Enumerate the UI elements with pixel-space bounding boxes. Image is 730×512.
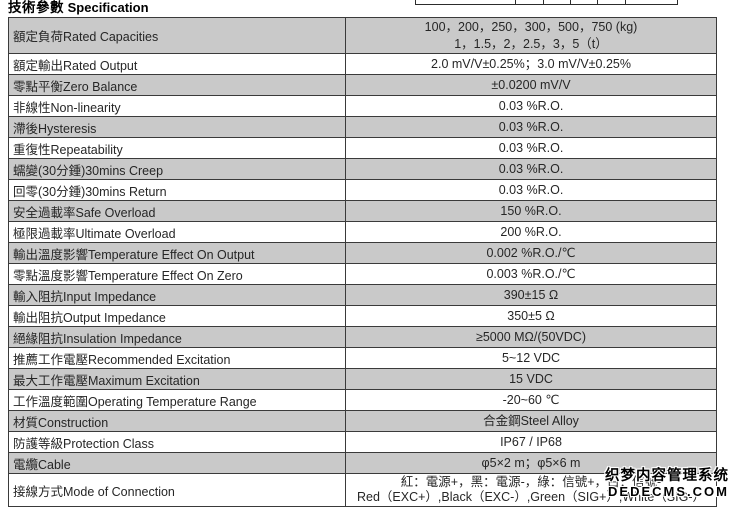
cell-divider [597,0,598,4]
spec-value: ±0.0200 mV/V [345,74,717,96]
spec-label: 安全過載率Safe Overload [8,200,346,222]
table-row: 滯後Hysteresis 0.03 %R.O. [8,116,717,138]
spec-label: 滯後Hysteresis [8,116,346,138]
table-row: 回零(30分鍾)30mins Return 0.03 %R.O. [8,179,717,201]
spec-label: 防護等級Protection Class [8,431,346,453]
spec-value: 0.03 %R.O. [345,116,717,138]
table-row: 推薦工作電壓Recommended Excitation 5~12 VDC [8,347,717,369]
table-row: 額定負荷Rated Capacities 100，200，250，300，500，… [8,17,717,54]
table-row: 極限過載率Ultimate Overload 200 %R.O. [8,221,717,243]
spec-label: 額定負荷Rated Capacities [8,17,346,54]
spec-label: 極限過載率Ultimate Overload [8,221,346,243]
spec-value: 150 %R.O. [345,200,717,222]
spec-value: 0.03 %R.O. [345,179,717,201]
spec-value: 2.0 mV/V±0.25%；3.0 mV/V±0.25% [345,53,717,75]
table-row: 最大工作電壓Maximum Excitation 15 VDC [8,368,717,390]
table-row: 額定輸出Rated Output 2.0 mV/V±0.25%；3.0 mV/V±… [8,53,717,75]
spec-label: 輸入阻抗Input Impedance [8,284,346,306]
spec-value: 0.002 %R.O./℃ [345,242,717,264]
spec-value: 100，200，250，300，500，750 (kg) 1，1.5，2，2.5… [345,17,717,54]
spec-value: 0.03 %R.O. [345,95,717,117]
spec-label: 工作溫度範圍Operating Temperature Range [8,389,346,411]
table-row: 輸入阻抗Input Impedance 390±15 Ω [8,284,717,306]
spec-label: 非線性Non-linearity [8,95,346,117]
watermark-domain: DEDECMS.COM [608,484,729,499]
spec-label: 額定輸出Rated Output [8,53,346,75]
table-row: 輸出阻抗Output Impedance 350±5 Ω [8,305,717,327]
cell-divider [570,0,571,4]
spec-value: -20~60 ℃ [345,389,717,411]
table-row: 工作溫度範圍Operating Temperature Range -20~60 … [8,389,717,411]
table-row: 非線性Non-linearity 0.03 %R.O. [8,95,717,117]
spec-value: φ5×2 m；φ5×6 m [345,452,717,474]
cell-divider [625,0,626,4]
spec-label: 最大工作電壓Maximum Excitation [8,368,346,390]
spec-label: 零點溫度影響Temperature Effect On Zero [8,263,346,285]
spec-label: 輸出阻抗Output Impedance [8,305,346,327]
spec-label: 接線方式Mode of Connection [8,473,346,507]
spec-value: 0.003 %R.O./℃ [345,263,717,285]
spec-value: 0.03 %R.O. [345,158,717,180]
spec-value: 15 VDC [345,368,717,390]
spec-label: 蠕變(30分鍾)30mins Creep [8,158,346,180]
table-row: 電纜Cable φ5×2 m；φ5×6 m [8,452,717,474]
spec-label: 材質Construction [8,410,346,432]
spec-value: ≥5000 MΩ/(50VDC) [345,326,717,348]
page-title: 技術參數 Specification [8,0,149,16]
table-row: 重復性Repeatability 0.03 %R.O. [8,137,717,159]
table-row: 安全過載率Safe Overload 150 %R.O. [8,200,717,222]
page-title-english: Specification [67,0,149,15]
cell-divider [415,0,416,4]
table-row: 零點溫度影響Temperature Effect On Zero 0.003 %R… [8,263,717,285]
spec-value: IP67 / IP68 [345,431,717,453]
spec-label: 電纜Cable [8,452,346,474]
dedecms-watermark: 织梦内容管理系统 DEDECMS.COM [605,468,729,500]
table-row: 材質Construction 合金鋼Steel Alloy [8,410,717,432]
table-row: 防護等級Protection Class IP67 / IP68 [8,431,717,453]
spec-table: 額定負荷Rated Capacities 100，200，250，300，500，… [8,17,717,507]
cell-divider [543,0,544,4]
spec-label: 重復性Repeatability [8,137,346,159]
spec-label: 零點平衡Zero Balance [8,74,346,96]
watermark-chinese: 织梦内容管理系统 [605,468,729,484]
table-row: 蠕變(30分鍾)30mins Creep 0.03 %R.O. [8,158,717,180]
spec-value: 5~12 VDC [345,347,717,369]
table-row: 接線方式Mode of Connection 紅：電源+，黑：電源-，綠：信號+，… [8,473,717,507]
spec-label: 回零(30分鍾)30mins Return [8,179,346,201]
spec-value: 紅：電源+，黑：電源-，綠：信號+，白：信號- Red（EXC+）,Black（… [345,473,717,507]
spec-value: 200 %R.O. [345,221,717,243]
cropped-table-bottom-edge [415,0,678,5]
spec-label: 推薦工作電壓Recommended Excitation [8,347,346,369]
table-row: 零點平衡Zero Balance ±0.0200 mV/V [8,74,717,96]
page-title-chinese: 技術參數 [8,0,64,15]
spec-label: 輸出溫度影響Temperature Effect On Output [8,242,346,264]
table-row: 絕緣阻抗Insulation Impedance ≥5000 MΩ/(50VDC) [8,326,717,348]
table-row: 輸出溫度影響Temperature Effect On Output 0.002 … [8,242,717,264]
spec-value: 350±5 Ω [345,305,717,327]
spec-label: 絕緣阻抗Insulation Impedance [8,326,346,348]
cell-divider [677,0,678,4]
spec-value: 390±15 Ω [345,284,717,306]
spec-value: 0.03 %R.O. [345,137,717,159]
cell-divider [515,0,516,4]
spec-value: 合金鋼Steel Alloy [345,410,717,432]
